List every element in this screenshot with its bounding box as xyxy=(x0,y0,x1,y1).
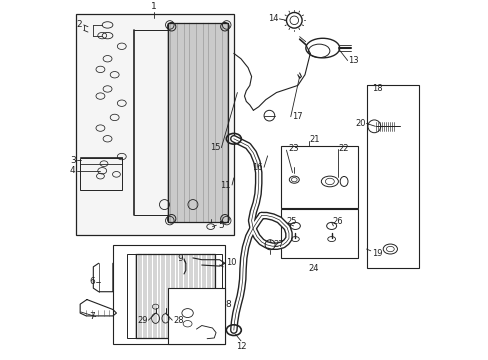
Text: 5: 5 xyxy=(217,221,223,230)
Bar xyxy=(113,246,224,345)
Bar xyxy=(215,255,222,338)
Text: 26: 26 xyxy=(332,217,343,226)
Bar xyxy=(280,209,358,258)
Text: 29: 29 xyxy=(137,316,147,325)
Text: 15: 15 xyxy=(209,143,220,152)
Text: 22: 22 xyxy=(338,144,348,153)
Text: 28: 28 xyxy=(173,316,183,325)
Text: 8: 8 xyxy=(225,300,231,309)
Text: 13: 13 xyxy=(347,56,358,65)
Text: 10: 10 xyxy=(225,258,236,267)
Text: 23: 23 xyxy=(287,144,298,153)
Text: 6: 6 xyxy=(89,277,95,286)
Text: 14: 14 xyxy=(267,14,278,23)
Text: 19: 19 xyxy=(371,249,382,258)
Text: 25: 25 xyxy=(286,217,296,226)
Text: 20: 20 xyxy=(354,119,365,128)
Text: 1: 1 xyxy=(151,3,156,12)
Text: 9: 9 xyxy=(177,254,183,263)
Text: 16: 16 xyxy=(252,163,263,172)
Text: 21: 21 xyxy=(308,135,319,144)
Bar xyxy=(80,158,122,190)
Text: 27: 27 xyxy=(273,240,284,249)
Text: 24: 24 xyxy=(307,264,318,273)
Text: 7: 7 xyxy=(89,312,95,321)
Bar xyxy=(127,255,136,338)
Text: 12: 12 xyxy=(235,342,245,351)
Text: 17: 17 xyxy=(291,112,302,121)
Text: 3: 3 xyxy=(70,156,75,165)
Bar xyxy=(366,85,418,267)
Text: 2: 2 xyxy=(76,21,82,30)
Text: 4: 4 xyxy=(70,166,75,175)
Text: 11: 11 xyxy=(220,180,230,189)
Bar xyxy=(75,14,233,235)
Bar xyxy=(168,288,224,345)
Text: 18: 18 xyxy=(371,84,382,93)
Bar xyxy=(280,146,358,208)
